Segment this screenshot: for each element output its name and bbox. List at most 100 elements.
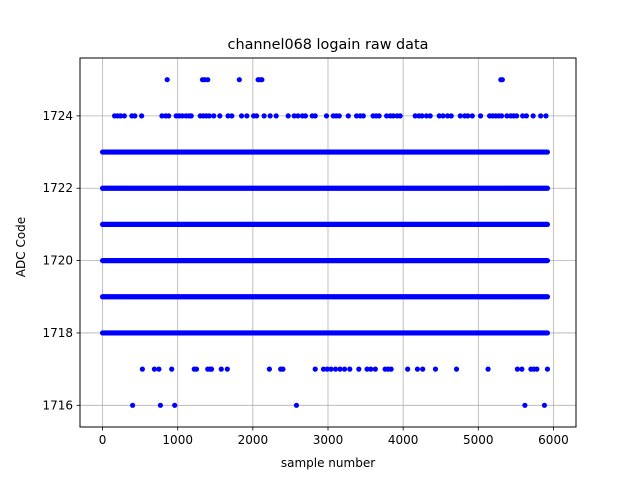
data-point xyxy=(412,113,418,119)
data-point xyxy=(469,113,475,119)
x-axis-label: sample number xyxy=(281,456,375,470)
data-point xyxy=(419,113,425,119)
data-point xyxy=(117,113,124,119)
data-point xyxy=(405,366,411,372)
data-point xyxy=(427,113,433,119)
y-tick-label: 1718 xyxy=(42,326,73,340)
x-tick-label: 4000 xyxy=(388,433,419,447)
x-tick-label: 0 xyxy=(99,433,107,447)
data-point xyxy=(499,77,505,83)
data-point xyxy=(157,402,164,408)
data-point xyxy=(347,366,353,372)
data-point xyxy=(130,402,136,408)
data-point xyxy=(211,113,217,119)
y-tick-label: 1724 xyxy=(42,109,73,123)
x-tick-label: 5000 xyxy=(463,433,494,447)
data-point xyxy=(291,113,297,119)
data-point xyxy=(139,113,145,119)
data-point xyxy=(504,113,510,119)
data-point xyxy=(541,402,548,408)
data-point xyxy=(280,366,286,372)
data-point xyxy=(420,366,426,372)
data-point xyxy=(302,113,309,119)
data-point xyxy=(166,113,172,119)
data-point xyxy=(238,113,245,119)
x-tick-label: 6000 xyxy=(538,433,569,447)
x-tick-label: 1000 xyxy=(162,433,193,447)
data-point xyxy=(423,113,430,119)
data-point xyxy=(285,113,291,119)
data-point xyxy=(312,113,318,119)
data-point xyxy=(208,366,215,372)
x-axis-ticks: 0 1000 2000 3000 4000 5000 6000 xyxy=(99,427,569,447)
data-point xyxy=(397,113,403,119)
data-point xyxy=(414,366,421,372)
data-point xyxy=(217,113,223,119)
data-point xyxy=(384,113,390,119)
data-point xyxy=(432,366,439,372)
data-point xyxy=(225,113,231,119)
data-point xyxy=(320,366,327,372)
data-point xyxy=(328,366,334,372)
data-point xyxy=(530,113,536,119)
data-point xyxy=(390,113,396,119)
data-point xyxy=(139,366,145,372)
data-point xyxy=(514,366,520,372)
data-point xyxy=(477,113,484,119)
data-point xyxy=(261,113,267,119)
data-point xyxy=(360,113,366,119)
data-point xyxy=(267,113,273,119)
data-point xyxy=(444,113,451,119)
x-tick-label: 2000 xyxy=(238,433,269,447)
data-point xyxy=(520,113,526,119)
data-point xyxy=(193,366,200,372)
chart-title: channel068 logain raw data xyxy=(228,37,429,53)
data-point xyxy=(273,113,279,119)
data-point xyxy=(534,366,540,372)
data-point xyxy=(254,113,260,119)
data-point xyxy=(353,113,360,119)
data-point xyxy=(151,366,157,372)
data-point xyxy=(388,366,394,372)
data-point xyxy=(341,366,348,372)
data-point xyxy=(485,366,491,372)
data-point xyxy=(156,366,162,372)
data-point xyxy=(453,366,460,372)
data-point xyxy=(523,113,530,119)
data-point xyxy=(188,113,194,119)
data-point xyxy=(164,77,170,83)
data-point xyxy=(179,113,185,119)
data-point xyxy=(205,77,211,83)
data-point xyxy=(457,113,463,119)
data-point xyxy=(224,366,230,372)
data-point xyxy=(345,113,351,119)
y-tick-label: 1716 xyxy=(42,398,73,412)
data-points xyxy=(99,77,551,408)
data-point xyxy=(519,366,525,372)
data-point xyxy=(436,113,442,119)
data-point xyxy=(372,366,378,372)
data-point xyxy=(324,366,330,372)
data-point xyxy=(448,113,454,119)
data-point xyxy=(266,366,272,372)
data-point xyxy=(259,77,265,83)
data-point xyxy=(376,113,382,119)
data-point xyxy=(293,402,300,408)
data-point xyxy=(538,113,544,119)
data-point xyxy=(159,113,165,119)
x-tick-label: 3000 xyxy=(313,433,344,447)
data-point xyxy=(368,366,374,372)
data-point xyxy=(229,113,235,119)
data-point xyxy=(295,113,301,119)
data-point xyxy=(121,113,127,119)
data-point xyxy=(169,366,175,372)
data-point xyxy=(522,402,528,408)
data-point xyxy=(514,113,520,119)
data-point xyxy=(312,366,318,372)
data-point xyxy=(336,113,342,119)
y-tick-label: 1722 xyxy=(42,181,73,195)
y-axis-label: ADC Code xyxy=(14,217,28,277)
data-point xyxy=(244,113,250,119)
